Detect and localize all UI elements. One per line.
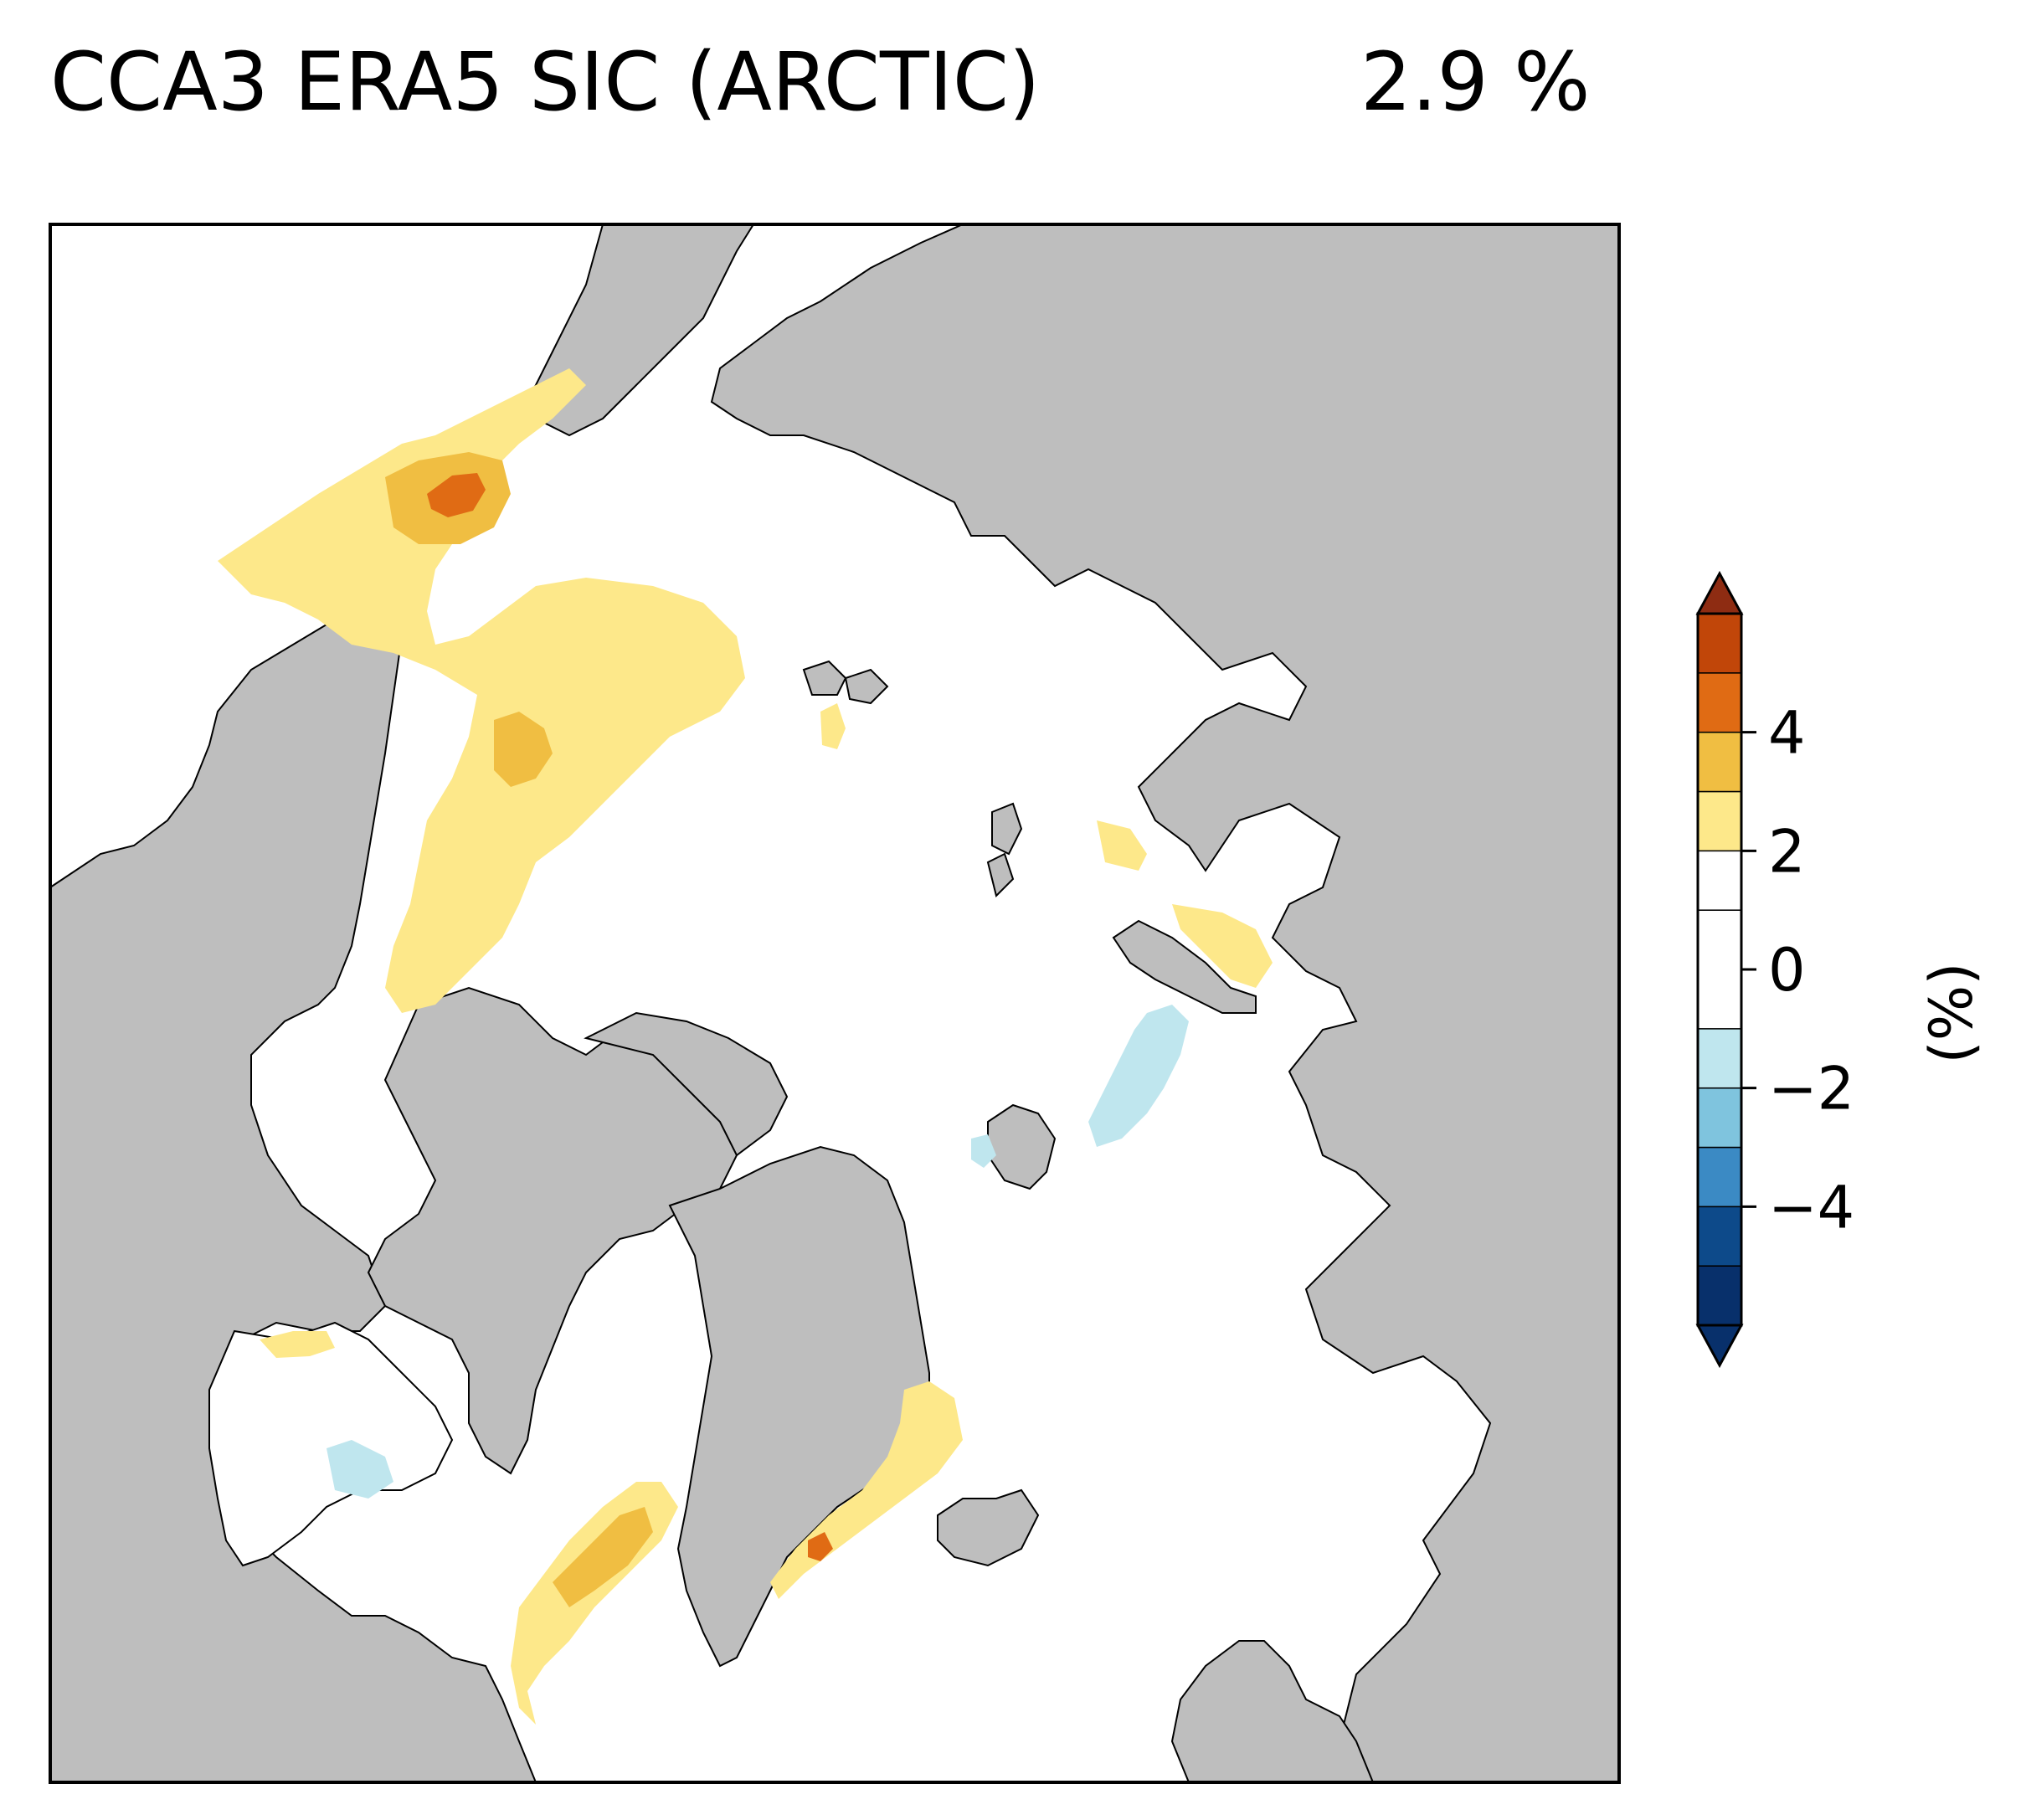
colorbar-tick-label: 0 [1768,936,1806,1005]
anomaly-east-greenland-strong [808,1532,833,1561]
anomaly-laptev-mid [494,712,553,787]
land-new-siberian-islands [802,660,889,705]
anomaly-kara-light-1 [1097,820,1147,871]
colorbar-bin [1697,613,1742,674]
colorbar-bin [1697,909,1742,1030]
figure-value-label: 2.9 % [1360,35,1591,129]
land-scandinavia [1170,1640,1375,1782]
colorbar-bin [1697,672,1742,733]
colorbar-bin [1697,1087,1742,1149]
anomaly-kara-light-2 [1172,904,1273,988]
colorbar-extend-max [1695,570,1744,615]
land-severnaya-zemlya [986,802,1023,897]
map-frame [49,223,1621,1784]
figure-title: CCA3 ERA5 SIC (ARCTIC) [50,35,1041,129]
anomaly-svalbard-negative [971,1134,996,1168]
anomaly-hudson-negative [327,1440,393,1499]
colorbar-tick-label: 2 [1768,817,1806,886]
land-ellesmere [584,1011,789,1157]
colorbar-tick-label: −4 [1768,1173,1854,1242]
land-iceland [937,1488,1040,1567]
anomaly-barents-negative [1088,1005,1189,1147]
land-novaya-zemlya [1112,919,1257,1014]
colorbar-bin [1697,790,1742,852]
anomaly-hudson-north [260,1331,335,1358]
colorbar-bin [1697,1028,1742,1089]
anomaly-chukchi-light [218,368,745,1013]
colorbar-unit-label: (%) [1917,962,1986,1063]
colorbar-ticks: 4 2 0 −2 −4 [1741,699,1854,1242]
colorbar-bin [1697,1146,1742,1208]
anomaly-laptev-small [820,703,846,749]
colorbar-tick-label: 4 [1768,699,1806,768]
colorbar-tick-label: −2 [1768,1055,1854,1123]
colorbar-bin [1697,1206,1742,1267]
colorbar-bin [1697,1265,1742,1326]
land-svalbard [987,1103,1057,1190]
anomaly-baffin-mid [553,1507,653,1607]
colorbar-bin [1697,850,1742,911]
colorbar-extend-min [1695,1324,1744,1369]
map-content [50,224,1619,1782]
colorbar-bin [1697,731,1742,793]
land-eurasia [710,224,1619,1782]
anomaly-chukchi-strong [427,473,486,517]
colorbar-bins [1695,570,1744,1369]
